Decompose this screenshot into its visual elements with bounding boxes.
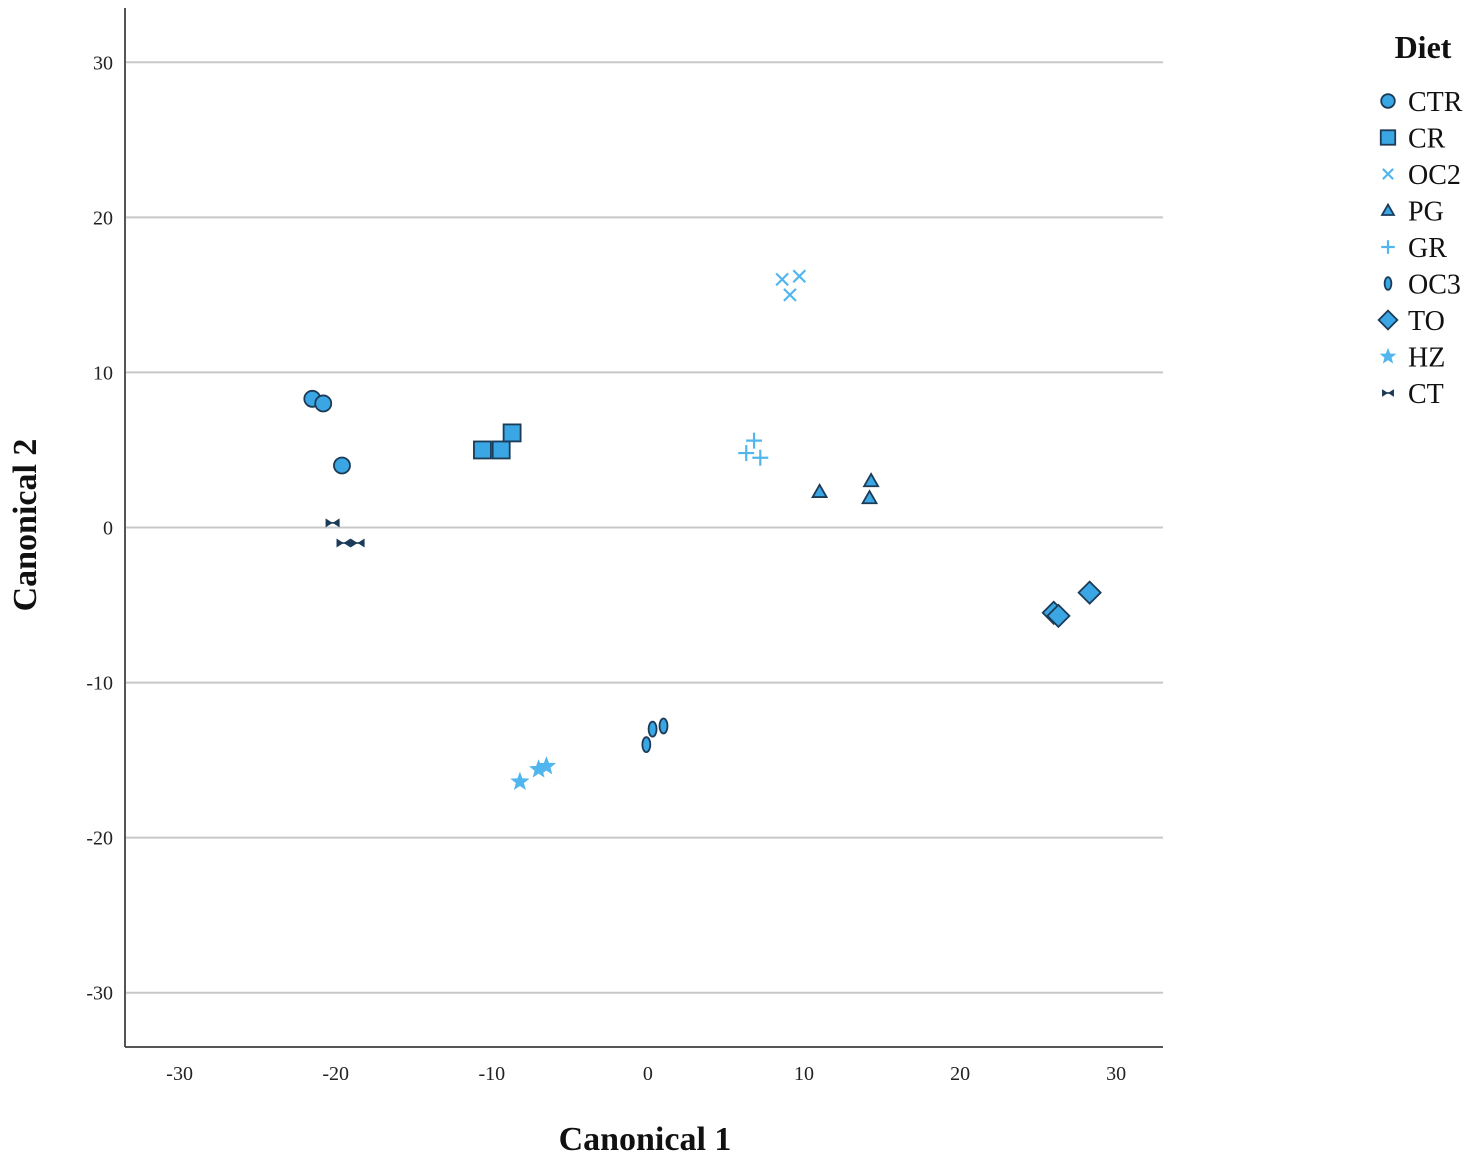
point-oc2: [775, 272, 789, 287]
legend-marker-gr-icon: [1381, 240, 1395, 254]
legend-item-cr: CR: [1379, 124, 1446, 155]
legend-marker-cr-icon: [1379, 129, 1397, 146]
y-tick-label: 10: [93, 362, 113, 384]
point-ctr: [314, 394, 333, 413]
y-tick-label: -10: [86, 673, 113, 695]
legend-item-hz: HZ: [1379, 343, 1445, 374]
point-to: [1046, 603, 1071, 629]
y-tick-label: 30: [93, 52, 113, 74]
legend-item-ctr: CTR: [1380, 87, 1463, 118]
legend-label: GR: [1408, 233, 1447, 264]
point-cr: [491, 440, 511, 460]
point-oc3: [641, 736, 652, 754]
point-ct: [350, 538, 365, 548]
legend-item-gr: GR: [1381, 233, 1447, 264]
legend-marker-ctr-icon: [1380, 93, 1396, 109]
y-tick-label: -20: [86, 828, 113, 850]
point-oc2: [792, 269, 807, 284]
legend-item-ct: CT: [1382, 379, 1444, 410]
legend-label: OC3: [1408, 270, 1461, 301]
legend-label: CTR: [1408, 87, 1463, 118]
point-cr: [502, 423, 522, 443]
legend-label: HZ: [1408, 343, 1445, 374]
legend-items: CTR CR OC2 PG GR OC3 TO HZ CT: [1377, 87, 1463, 410]
legend-item-oc2: OC2: [1382, 160, 1461, 191]
x-tick-label: 30: [1106, 1063, 1126, 1085]
point-cr: [473, 440, 492, 460]
legend-title: Diet: [1395, 29, 1452, 65]
x-tick-label: 0: [643, 1063, 653, 1085]
point-hz: [510, 771, 530, 791]
legend-label: OC2: [1408, 160, 1461, 191]
point-ctr: [333, 456, 351, 475]
y-tick-label: -30: [86, 983, 113, 1005]
x-tick-label: -10: [478, 1063, 505, 1085]
point-gr: [752, 449, 769, 466]
x-axis-title: Canonical 1: [559, 1121, 732, 1158]
legend-marker-to-icon: [1377, 309, 1399, 331]
point-to: [1077, 580, 1102, 605]
point-hz: [536, 756, 557, 775]
legend-label: CR: [1408, 124, 1446, 155]
legend-marker-hz-icon: [1379, 347, 1397, 364]
x-tick-label: -30: [166, 1063, 193, 1085]
legend-label: CT: [1408, 379, 1444, 410]
x-tick-label: -20: [322, 1063, 349, 1085]
y-tick-label: 0: [103, 518, 113, 540]
legend-label: PG: [1408, 197, 1444, 228]
y-axis-title: Canonical 2: [7, 439, 44, 612]
grid-lines: [125, 61, 1163, 994]
y-tick-label: 20: [93, 207, 113, 229]
legend-item-to: TO: [1377, 306, 1445, 337]
point-pg: [860, 489, 879, 505]
legend-marker-ct-icon: [1382, 389, 1394, 397]
point-oc3: [658, 717, 669, 735]
point-oc3: [647, 720, 658, 738]
point-ct: [325, 518, 340, 528]
legend-item-oc3: OC3: [1383, 270, 1461, 301]
point-gr: [746, 432, 763, 449]
x-tick-label: 20: [950, 1063, 970, 1085]
legend-marker-oc2-icon: [1382, 168, 1394, 180]
legend-item-pg: PG: [1380, 197, 1444, 228]
data-points: [303, 269, 1102, 791]
legend-label: TO: [1408, 306, 1445, 337]
point-ct: [336, 538, 351, 548]
point-oc2: [783, 288, 797, 302]
legend: Diet CTR CR OC2 PG GR OC3 TO HZ CT: [1377, 29, 1463, 410]
x-tick-label: 10: [794, 1063, 814, 1085]
tick-labels: -30 -20 -10 0 10 20 30 -30 -20 -10 0 10 20 30: [86, 52, 1126, 1085]
point-gr: [738, 445, 755, 462]
legend-marker-oc3-icon: [1383, 276, 1393, 291]
point-pg: [862, 472, 880, 488]
legend-marker-pg-icon: [1380, 202, 1396, 216]
axes: [124, 8, 1163, 1048]
point-pg: [811, 483, 829, 498]
